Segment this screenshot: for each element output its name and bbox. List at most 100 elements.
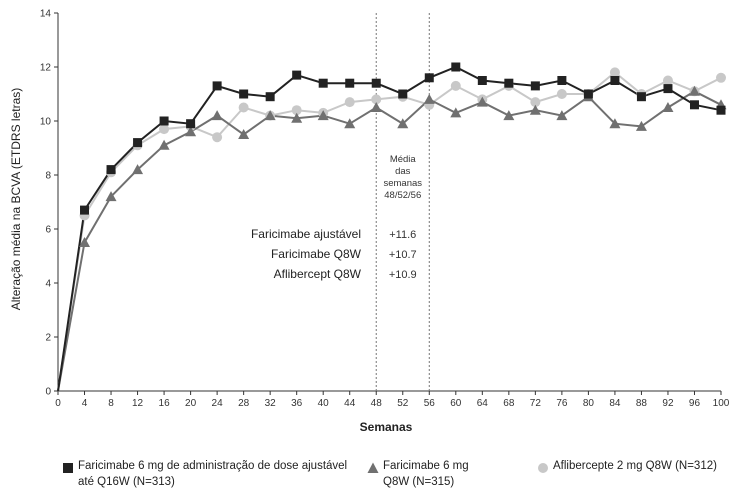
data-point-square — [557, 76, 567, 85]
data-point-triangle — [609, 118, 621, 129]
data-point-circle — [238, 102, 249, 113]
data-point-square — [398, 89, 408, 99]
data-point-triangle — [370, 102, 382, 112]
y-tick-label: 4 — [45, 279, 51, 290]
data-point-square — [583, 89, 593, 99]
data-point-square — [212, 81, 222, 91]
x-tick-label: 0 — [55, 398, 61, 409]
data-point-triangle — [105, 191, 117, 202]
y-tick-label: 14 — [40, 9, 52, 20]
y-tick-label: 8 — [45, 171, 51, 182]
data-point-square — [265, 92, 275, 102]
data-point-triangle — [344, 118, 356, 129]
summary-value: +10.9 — [389, 269, 417, 281]
data-point-triangle — [476, 96, 488, 107]
window-label-line: Média — [390, 154, 417, 165]
x-tick-label: 16 — [159, 398, 171, 409]
summary-value: +11.6 — [389, 229, 416, 241]
data-point-circle — [371, 94, 382, 105]
y-tick-label: 2 — [45, 333, 51, 344]
window-label-line: das — [395, 166, 411, 177]
data-point-square — [80, 205, 90, 215]
data-point-circle — [291, 105, 302, 116]
y-tick-label: 6 — [45, 225, 51, 236]
data-point-square — [133, 138, 143, 148]
x-tick-label: 32 — [265, 398, 277, 409]
data-point-triangle — [317, 110, 329, 121]
x-tick-label: 44 — [344, 398, 356, 409]
x-tick-label: 88 — [636, 398, 648, 409]
data-point-square — [663, 84, 673, 94]
data-point-triangle — [132, 164, 144, 175]
x-tick-label: 84 — [609, 398, 621, 409]
x-tick-label: 76 — [556, 398, 568, 409]
x-tick-label: 60 — [450, 398, 462, 409]
data-point-triangle — [423, 93, 435, 104]
data-point-square — [159, 116, 169, 126]
window-label-line: semanas — [383, 178, 422, 189]
data-point-square — [716, 105, 726, 115]
summary-label: Faricimabe Q8W — [271, 247, 362, 261]
data-point-triangle — [529, 104, 541, 115]
x-tick-label: 4 — [82, 398, 88, 409]
data-point-circle — [344, 97, 355, 108]
x-tick-label: 64 — [477, 398, 489, 409]
data-point-square — [424, 73, 434, 83]
data-point-circle — [159, 124, 170, 135]
data-point-square — [186, 119, 196, 129]
legend-item-series-0: Faricimabe 6 mg de administração de dose… — [62, 458, 362, 492]
legend-label-series-2: Aflibercepte 2 mg Q8W (N=312) — [553, 460, 717, 472]
x-axis-title: Semanas — [360, 420, 413, 434]
data-point-triangle — [158, 139, 170, 150]
legend-marker-circle — [538, 463, 548, 473]
data-point-square — [292, 70, 302, 80]
data-point-square — [451, 62, 461, 72]
legend-item-series-2: Aflibercepte 2 mg Q8W (N=312) — [537, 458, 737, 476]
data-point-square — [106, 165, 116, 175]
data-point-circle — [609, 67, 620, 78]
x-tick-label: 68 — [503, 398, 515, 409]
x-tick-label: 56 — [424, 398, 436, 409]
data-point-circle — [556, 89, 567, 99]
x-tick-label: 24 — [212, 398, 224, 409]
series-line-triangle — [57, 90, 722, 392]
data-point-square — [530, 81, 540, 91]
data-point-circle — [662, 75, 673, 86]
data-point-circle — [212, 132, 223, 143]
data-point-square — [689, 100, 699, 110]
data-point-circle — [530, 97, 541, 108]
data-point-circle — [450, 80, 461, 91]
data-point-triangle — [688, 85, 700, 96]
x-tick-label: 12 — [132, 398, 144, 409]
summary-value: +10.7 — [389, 249, 417, 261]
x-tick-label: 28 — [238, 398, 250, 409]
x-tick-label: 36 — [291, 398, 303, 409]
data-point-triangle — [291, 112, 303, 123]
x-tick-label: 92 — [662, 398, 674, 409]
data-point-square — [636, 92, 646, 102]
data-point-triangle — [450, 107, 462, 118]
window-label-line: 48/52/56 — [384, 190, 421, 201]
data-point-triangle — [238, 129, 250, 139]
data-point-triangle — [635, 120, 647, 131]
data-point-triangle — [556, 110, 568, 121]
x-tick-label: 72 — [530, 398, 542, 409]
summary-label: Aflibercept Q8W — [274, 267, 362, 281]
legend-marker-triangle — [367, 462, 379, 473]
y-tick-label: 12 — [40, 63, 52, 74]
data-point-triangle — [185, 126, 197, 137]
data-point-triangle — [79, 237, 91, 247]
x-tick-label: 8 — [108, 398, 114, 409]
summary-label: Faricimabe ajustável — [251, 227, 361, 241]
data-point-circle — [716, 72, 726, 83]
y-tick-label: 10 — [40, 117, 52, 128]
data-point-triangle — [211, 110, 223, 121]
x-tick-label: 80 — [583, 398, 595, 409]
data-point-square — [345, 78, 355, 88]
x-tick-label: 96 — [689, 398, 701, 409]
legend-label-series-0: Faricimabe 6 mg de administração de dose… — [78, 460, 348, 488]
legend-marker-square — [63, 463, 73, 473]
